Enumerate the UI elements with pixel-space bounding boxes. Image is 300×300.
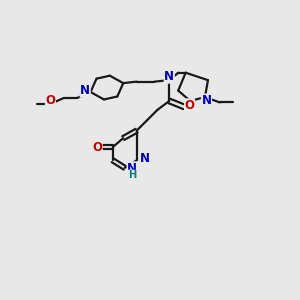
Text: O: O: [92, 140, 102, 154]
Text: N: N: [202, 94, 212, 107]
Text: H: H: [128, 170, 136, 180]
Text: N: N: [127, 162, 137, 175]
Text: O: O: [184, 99, 194, 112]
Text: N: N: [80, 84, 90, 97]
Text: N: N: [140, 152, 150, 164]
Text: O: O: [45, 94, 56, 106]
Text: N: N: [164, 70, 174, 83]
